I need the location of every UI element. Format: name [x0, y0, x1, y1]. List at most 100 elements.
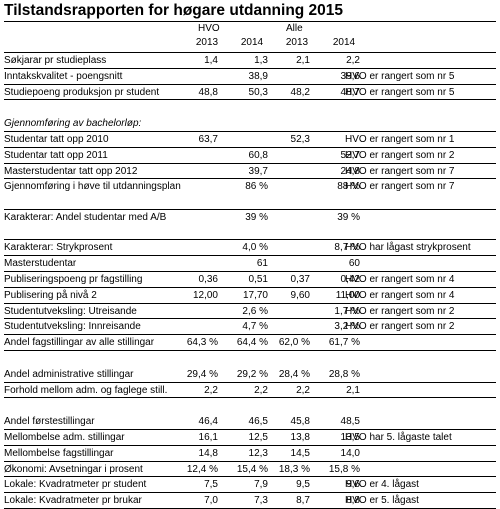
value-cell: 15,8 %	[328, 463, 360, 475]
value-cell: 9,6	[346, 479, 360, 491]
value-cell: 16,1	[198, 432, 218, 443]
value-cell: 48,2	[290, 86, 310, 98]
value-cell: 9,5	[296, 479, 310, 491]
value-cell: 48,8	[198, 86, 218, 98]
row-label: Økonomi: Avsetningar i prosent	[4, 463, 143, 475]
value-cell: 39,6	[340, 70, 360, 82]
row-label: Masterstudentar	[4, 258, 77, 270]
value-cell: 17,70	[242, 289, 268, 301]
table-row: Andel administrative stillingar 29,4 % 29,…	[4, 367, 496, 383]
value-cell: 45,8	[290, 416, 310, 428]
row-label: Studentutveksling: Utreisande	[4, 305, 137, 317]
spacer-row	[4, 351, 496, 367]
value-cell: 2,2	[204, 384, 218, 396]
value-cell: 52,7	[340, 149, 360, 161]
row-label: Studentar tatt opp 2011	[4, 149, 108, 161]
value-cell: 2,1	[296, 55, 310, 66]
value-cell: 61,7 %	[328, 337, 360, 349]
row-label: Karakterar: Andel studentar med A/B	[4, 211, 167, 223]
value-cell: 18,3 %	[278, 463, 310, 475]
table-row: Andel førstestillingar 46,4 46,5 45,8 48,5	[4, 414, 496, 430]
table-row: Studentutveksling: Innreisande 4,7 % 3,2 %…	[4, 319, 496, 336]
value-cell: 8,7	[296, 495, 310, 507]
value-cell: 0,36	[198, 274, 218, 285]
row-note: HVO er rangert som nr 2	[345, 149, 455, 161]
row-label: Andel administrative stillingar	[4, 368, 134, 380]
table-row: Karakterar: Andel studentar med A/B 39 % 3…	[4, 210, 496, 241]
value-cell: 12,3	[248, 447, 268, 459]
value-cell: 39 %	[245, 211, 268, 223]
spacer-row	[4, 100, 496, 116]
row-note: HVO er rangert som nr 5	[345, 70, 455, 82]
table-row: Publisering på nivå 2 12,00 17,70 9,60 11,00…	[4, 288, 496, 304]
value-cell: 38,9	[248, 70, 268, 82]
table-row: Masterstudentar 61 60	[4, 256, 496, 272]
value-cell: 2,2	[254, 384, 268, 396]
header-year-hvo-2013: 2013	[195, 37, 219, 48]
value-cell: 11,00	[335, 289, 360, 301]
row-note: HVO er rangert som nr 4	[345, 289, 455, 301]
row-label: Studentar tatt opp 2010	[4, 134, 109, 145]
report-title: Tilstandsrapporten for høgare utdanning …	[4, 2, 344, 19]
title-underline	[4, 21, 496, 22]
value-cell: 0,37	[290, 274, 310, 285]
row-note: HVO har lågast strykprosent	[345, 242, 471, 254]
value-cell: 0,51	[248, 274, 268, 285]
value-cell: 64,3 %	[186, 337, 218, 349]
value-cell: 46,5	[248, 416, 268, 428]
value-cell: 12,4 %	[186, 463, 218, 475]
table-row: Mellombelse fagstillingar 14,8 12,3 14,5 14,…	[4, 446, 496, 462]
row-label: Karakterar: Strykprosent	[4, 242, 113, 254]
value-cell: 61	[256, 258, 268, 270]
value-cell: 7,9	[254, 479, 268, 491]
value-cell: 7,5	[204, 479, 218, 491]
value-cell: 39 %	[337, 211, 360, 223]
value-cell: 7,0	[204, 495, 218, 507]
row-label: Søkjarar pr studieplass	[4, 55, 107, 66]
table-row: Studentar tatt opp 2011 60,8 52,7 HVO er ra…	[4, 148, 496, 164]
value-cell: 29,2 %	[236, 368, 268, 380]
table-row: Lokale: Kvadratmeter pr brukar 7,0 7,3 8,7 8…	[4, 493, 496, 509]
spacer-row	[4, 398, 496, 414]
row-note: HVO har 5. lågaste talet	[345, 432, 452, 443]
value-cell: 4,7 %	[242, 321, 268, 333]
row-note: HVO er rangert som nr 4	[345, 274, 455, 285]
table-row: Søkjarar pr studieplass 1,4 1,3 2,1 2,2	[4, 53, 496, 69]
value-cell: 2,6 %	[242, 305, 268, 317]
value-cell: 1,7 %	[334, 305, 360, 317]
value-cell: 50,3	[248, 86, 268, 98]
table-row: Mellombelse adm. stillingar 16,1 12,5 13,8 1…	[4, 430, 496, 446]
header-year-alle-2013: 2013	[285, 37, 309, 48]
row-label: Studentutveksling: Innreisande	[4, 321, 141, 333]
table-row: Gjennomføring i høve til utdanningsplan 8…	[4, 179, 496, 210]
row-note: HVO er rangert som nr 1	[345, 134, 455, 145]
report-table: Søkjarar pr studieplass 1,4 1,3 2,1 2,2 Innta…	[4, 53, 496, 509]
table-row: Økonomi: Avsetningar i prosent 12,4 % 15,4…	[4, 462, 496, 478]
value-cell: 7,3	[254, 495, 268, 507]
table-row: Masterstudentar tatt opp 2012 39,7 24,8 HVO…	[4, 164, 496, 180]
value-cell: 39,7	[248, 165, 268, 177]
row-note: HVO er 5. lågast	[345, 495, 419, 507]
row-note: HVO er rangert som nr 5	[345, 86, 455, 98]
header-group-alle: Alle	[286, 23, 303, 34]
value-cell: 12,00	[192, 289, 218, 301]
row-note: HVO er rangert som nr 7	[345, 181, 455, 193]
value-cell: 0,42	[340, 274, 360, 285]
value-cell: 48,5	[340, 416, 360, 428]
value-cell: 52,3	[290, 134, 310, 145]
row-label: Andel fagstillingar av alle stillingar	[4, 337, 155, 349]
header-underline	[4, 52, 496, 53]
value-cell: 62,0 %	[278, 337, 310, 349]
value-cell: 63,7	[198, 134, 218, 145]
value-cell: 15,4 %	[236, 463, 268, 475]
table-row: Publiseringspoeng pr fagstilling 0,36 0,51…	[4, 272, 496, 288]
value-cell: 14,0	[340, 447, 360, 459]
row-label: Publisering på nivå 2	[4, 289, 97, 301]
value-cell: 14,8	[198, 447, 218, 459]
row-note: HVO er 4. lågast	[345, 479, 419, 491]
value-cell: 12,5	[248, 432, 268, 443]
value-cell: 1,3	[254, 55, 268, 66]
header-year-hvo-2014: 2014	[240, 37, 264, 48]
header-group-hvo: HVO	[198, 23, 220, 34]
row-label: Inntakskvalitet - poengsnitt	[4, 70, 123, 82]
